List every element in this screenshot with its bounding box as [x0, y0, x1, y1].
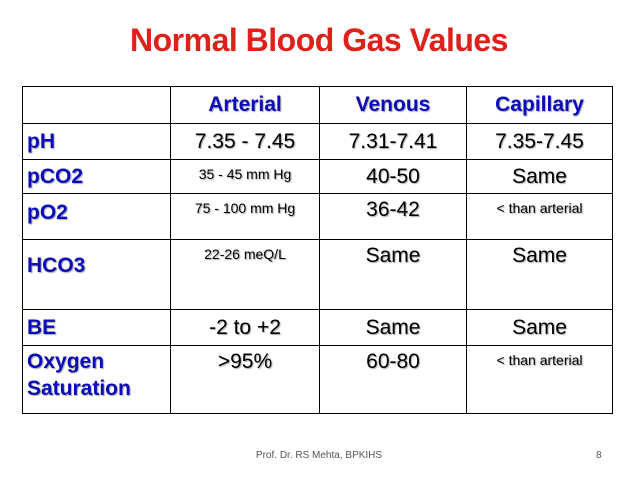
cell-arterial: -2 to +2	[170, 309, 320, 346]
table-row: pO2 75 - 100 mm Hg 36-42 < than arterial	[22, 193, 613, 240]
row-label-po2: pO2	[22, 193, 171, 240]
table-row: BE -2 to +2 Same Same	[22, 309, 613, 346]
table-row: Oxygen Saturation >95% 60-80 < than arte…	[22, 345, 613, 414]
cell-arterial: 35 - 45 mm Hg	[170, 159, 320, 194]
cell-venous: Same	[319, 239, 467, 310]
row-label-be: BE	[22, 309, 171, 346]
row-label-line2: Saturation	[27, 377, 131, 400]
cell-venous: 7.31-7.41	[319, 123, 467, 160]
cell-arterial: 75 - 100 mm Hg	[170, 193, 320, 240]
cell-capillary: < than arterial	[466, 345, 613, 414]
header-capillary: Capillary	[466, 86, 613, 124]
cell-arterial: 7.35 - 7.45	[170, 123, 320, 160]
row-label-pco2: pCO2	[22, 159, 171, 194]
header-venous: Venous	[319, 86, 467, 124]
cell-arterial: 22-26 meQ/L	[170, 239, 320, 310]
slide-title: Normal Blood Gas Values	[130, 22, 508, 58]
cell-venous: 60-80	[319, 345, 467, 414]
slide-footer: Prof. Dr. RS Mehta, BPKIHS	[255, 450, 383, 461]
cell-venous: Same	[319, 309, 467, 346]
page-number: 8	[596, 450, 602, 461]
cell-capillary: 7.35-7.45	[466, 123, 613, 160]
row-label-line1: Oxygen	[27, 350, 105, 373]
row-label-ph: pH	[22, 123, 171, 160]
table-row: pCO2 35 - 45 mm Hg 40-50 Same	[22, 159, 613, 194]
row-label-oxygen-saturation: Oxygen Saturation	[22, 345, 171, 414]
cell-arterial: >95%	[170, 345, 320, 414]
header-arterial: Arterial	[170, 86, 320, 124]
cell-capillary: Same	[466, 159, 613, 194]
table-header-row: Arterial Venous Capillary	[22, 86, 613, 124]
cell-capillary: Same	[466, 239, 613, 310]
cell-capillary: < than arterial	[466, 193, 613, 240]
header-empty-cell	[22, 86, 171, 124]
row-label-hco3: HCO3	[22, 239, 171, 310]
blood-gas-table: Arterial Venous Capillary pH 7.35 - 7.45…	[22, 86, 613, 414]
table-row: HCO3 22-26 meQ/L Same Same	[22, 239, 613, 310]
cell-capillary: Same	[466, 309, 613, 346]
cell-venous: 40-50	[319, 159, 467, 194]
cell-venous: 36-42	[319, 193, 467, 240]
table-row: pH 7.35 - 7.45 7.31-7.41 7.35-7.45	[22, 123, 613, 160]
